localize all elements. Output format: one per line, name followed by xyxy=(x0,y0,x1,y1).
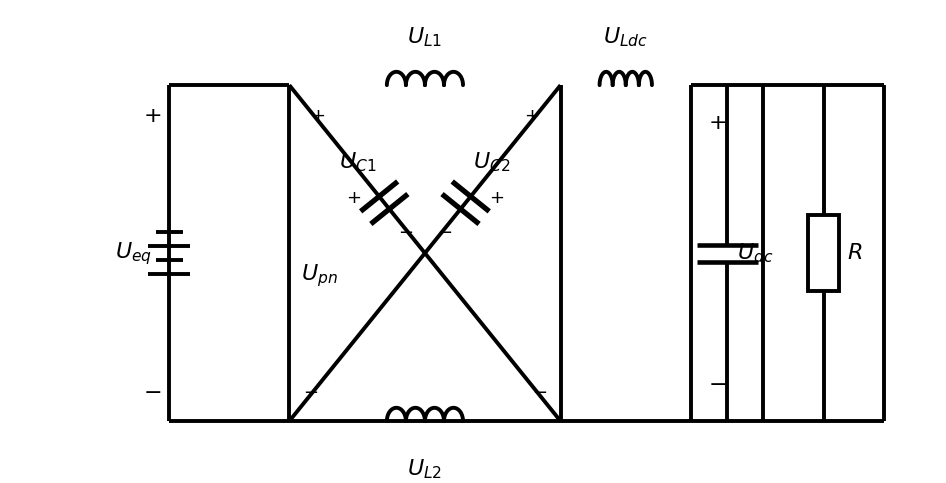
Text: $-$: $-$ xyxy=(532,382,547,399)
Text: $-$: $-$ xyxy=(397,222,412,240)
Text: $U_{C2}$: $U_{C2}$ xyxy=(473,151,511,174)
Text: $-$: $-$ xyxy=(303,382,318,399)
Text: $-$: $-$ xyxy=(143,381,162,401)
Text: $U_{L1}$: $U_{L1}$ xyxy=(408,26,443,49)
Bar xyxy=(808,215,839,291)
Text: $U_{L2}$: $U_{L2}$ xyxy=(408,457,443,481)
Text: $U_{eq}$: $U_{eq}$ xyxy=(115,240,152,267)
Text: $U_{C1}$: $U_{C1}$ xyxy=(339,151,377,174)
Text: $+$: $+$ xyxy=(143,106,162,126)
Text: $R$: $R$ xyxy=(847,243,863,263)
Text: $+$: $+$ xyxy=(709,113,727,133)
Text: $U_{Ldc}$: $U_{Ldc}$ xyxy=(604,26,648,49)
Text: $+$: $+$ xyxy=(488,189,503,207)
Text: $+$: $+$ xyxy=(346,189,361,207)
Text: $U_{dc}$: $U_{dc}$ xyxy=(737,242,773,265)
Text: $-$: $-$ xyxy=(437,222,452,240)
Text: $+$: $+$ xyxy=(310,107,325,125)
Text: $+$: $+$ xyxy=(524,107,539,125)
Text: $-$: $-$ xyxy=(709,373,727,393)
Text: $U_{pn}$: $U_{pn}$ xyxy=(301,263,338,289)
